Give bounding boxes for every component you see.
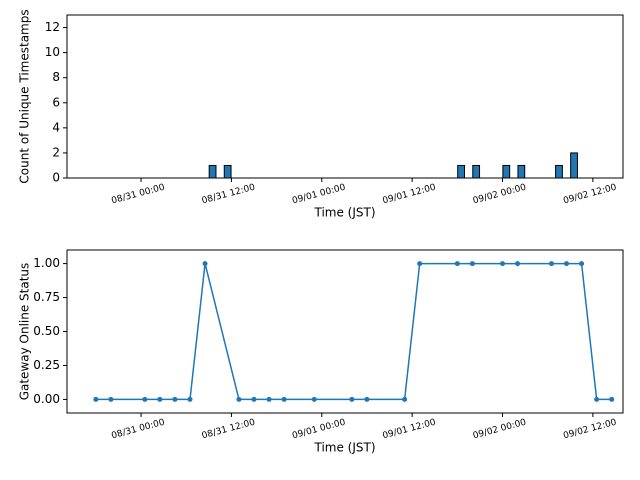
x-tick-label: 08/31 00:00 [110,417,166,441]
marker [93,396,99,402]
bar [502,164,511,179]
y-tick-label: 0.25 [33,358,60,372]
marker [515,261,521,267]
marker [364,396,370,402]
marker [281,396,287,402]
marker [417,261,423,267]
y-tick-label: 1.00 [33,256,60,270]
marker [236,396,242,402]
marker [157,396,163,402]
x-tick-label: 09/01 00:00 [291,417,347,441]
x-tick-label: 08/31 12:00 [201,182,257,206]
marker [266,396,272,402]
y-tick-label: 12 [45,20,60,34]
x-tick-label: 09/02 00:00 [472,182,528,206]
marker [187,396,193,402]
x-tick-label: 08/31 00:00 [110,182,166,206]
x-tick-label: 09/02 12:00 [562,417,618,441]
bar [208,164,217,179]
marker [311,396,317,402]
y-tick-label: 10 [45,45,60,59]
bar [555,164,563,179]
line [95,262,612,401]
marker [469,261,475,267]
y-tick-label: 8 [52,70,60,84]
x-tick-label: 09/02 00:00 [472,417,528,441]
y-axis-label: Count of Unique Timestamps [18,9,32,183]
y-tick-label: 4 [52,120,60,134]
axes-frame [66,14,624,179]
bar [472,164,481,179]
marker [500,261,506,267]
y-tick-label: 0.75 [33,290,60,304]
x-tick-label: 09/01 00:00 [291,182,347,206]
marker [202,261,208,267]
marker [402,396,408,402]
y-tick-label: 2 [52,145,60,159]
marker [108,396,114,402]
x-tick-label: 09/01 12:00 [382,182,438,206]
bar [517,164,526,179]
y-tick-label: 6 [52,95,60,109]
marker [454,261,460,267]
marker [579,261,585,267]
x-tick-label: 08/31 12:00 [201,417,257,441]
x-tick-label: 09/01 12:00 [382,417,438,441]
marker [349,396,355,402]
bar [457,164,465,179]
y-tick-label: 0.00 [33,392,60,406]
marker [564,261,570,267]
marker [548,261,554,267]
marker [609,396,615,402]
x-axis-label: Time (JST) [313,441,375,455]
y-axis-label: Gateway Online Status [18,263,32,401]
bar [570,152,578,179]
x-tick-label: 09/02 12:00 [562,182,618,206]
x-axis-label: Time (JST) [313,206,375,220]
axes-frame [66,249,624,414]
y-tick-label: 0 [52,171,60,185]
y-tick-label: 0.50 [33,324,60,338]
marker [172,396,178,402]
marker [594,396,600,402]
bar [223,164,232,179]
marker [142,396,148,402]
marker [251,396,257,402]
